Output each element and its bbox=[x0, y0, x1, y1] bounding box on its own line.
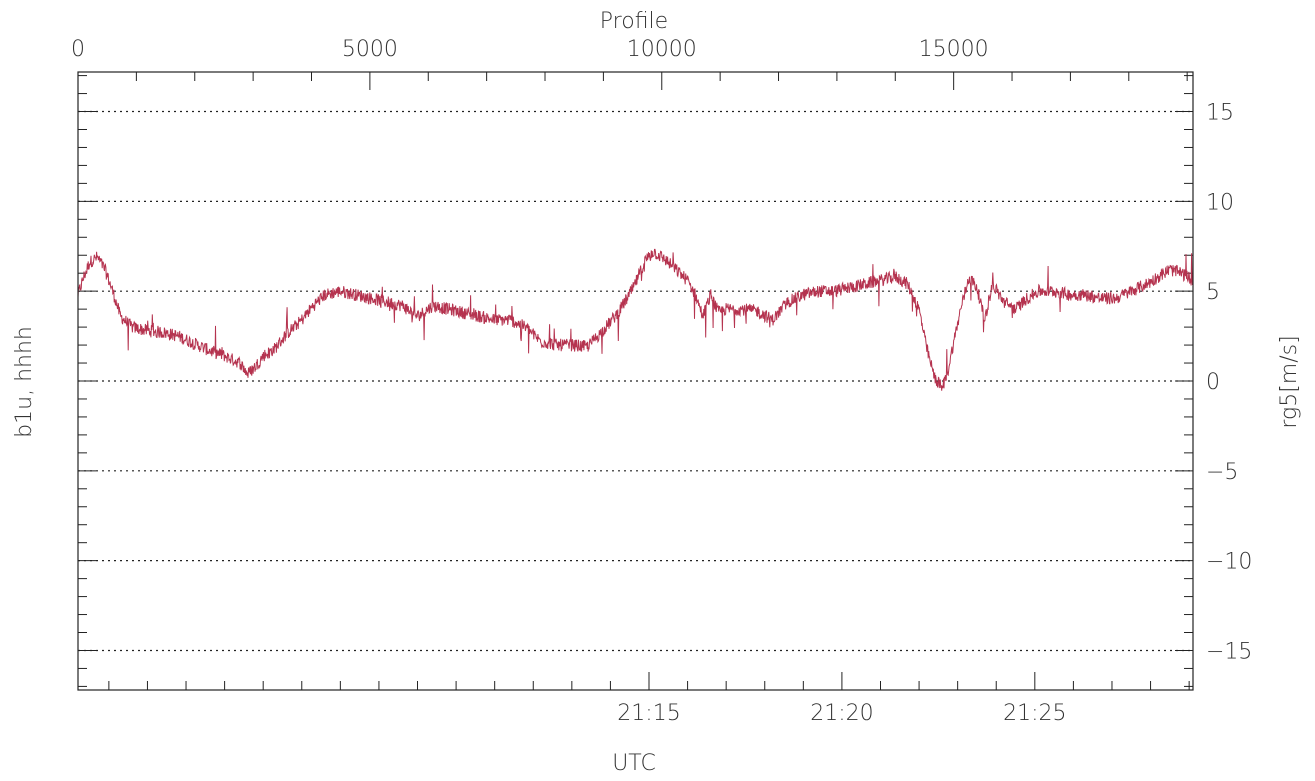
x-axis-title-top: Profile bbox=[600, 9, 668, 34]
grid-lines bbox=[78, 110, 1193, 652]
series-line-0 bbox=[77, 248, 1194, 391]
x-tick-label-bottom: 21:15 bbox=[617, 701, 680, 726]
x-tick-label-bottom: 21:20 bbox=[810, 701, 873, 726]
series-layer bbox=[77, 248, 1194, 391]
x-tick-label-top: 5000 bbox=[342, 37, 398, 62]
y-tick-label: −15 bbox=[1206, 639, 1252, 664]
y-tick-label: −10 bbox=[1206, 550, 1252, 575]
y-tick-label: 0 bbox=[1206, 370, 1220, 395]
plot-frame bbox=[77, 71, 1194, 691]
x-tick-label-top: 0 bbox=[71, 37, 85, 62]
x-axis-title-bottom: UTC bbox=[612, 751, 656, 776]
y-tick-label: 15 bbox=[1206, 101, 1234, 126]
y-tick-label: 5 bbox=[1206, 280, 1220, 305]
tick-labels: 15 10 5 0 −5 −10 −15 21:15 21:20 21:25 0 5000 10000 1… bbox=[71, 37, 1252, 726]
x-tick-label-bottom: 21:25 bbox=[1003, 701, 1066, 726]
major-ticks bbox=[77, 72, 1193, 690]
y-axis-title-left: b1u, hhhh bbox=[12, 326, 37, 438]
y-tick-label: 10 bbox=[1206, 190, 1234, 215]
minor-ticks bbox=[78, 72, 1193, 690]
y-tick-label: −5 bbox=[1206, 460, 1238, 485]
y-axis-title-right: rg5[m/s] bbox=[1277, 335, 1302, 428]
x-tick-label-top: 15000 bbox=[919, 37, 989, 62]
x-tick-label-top: 10000 bbox=[627, 37, 697, 62]
